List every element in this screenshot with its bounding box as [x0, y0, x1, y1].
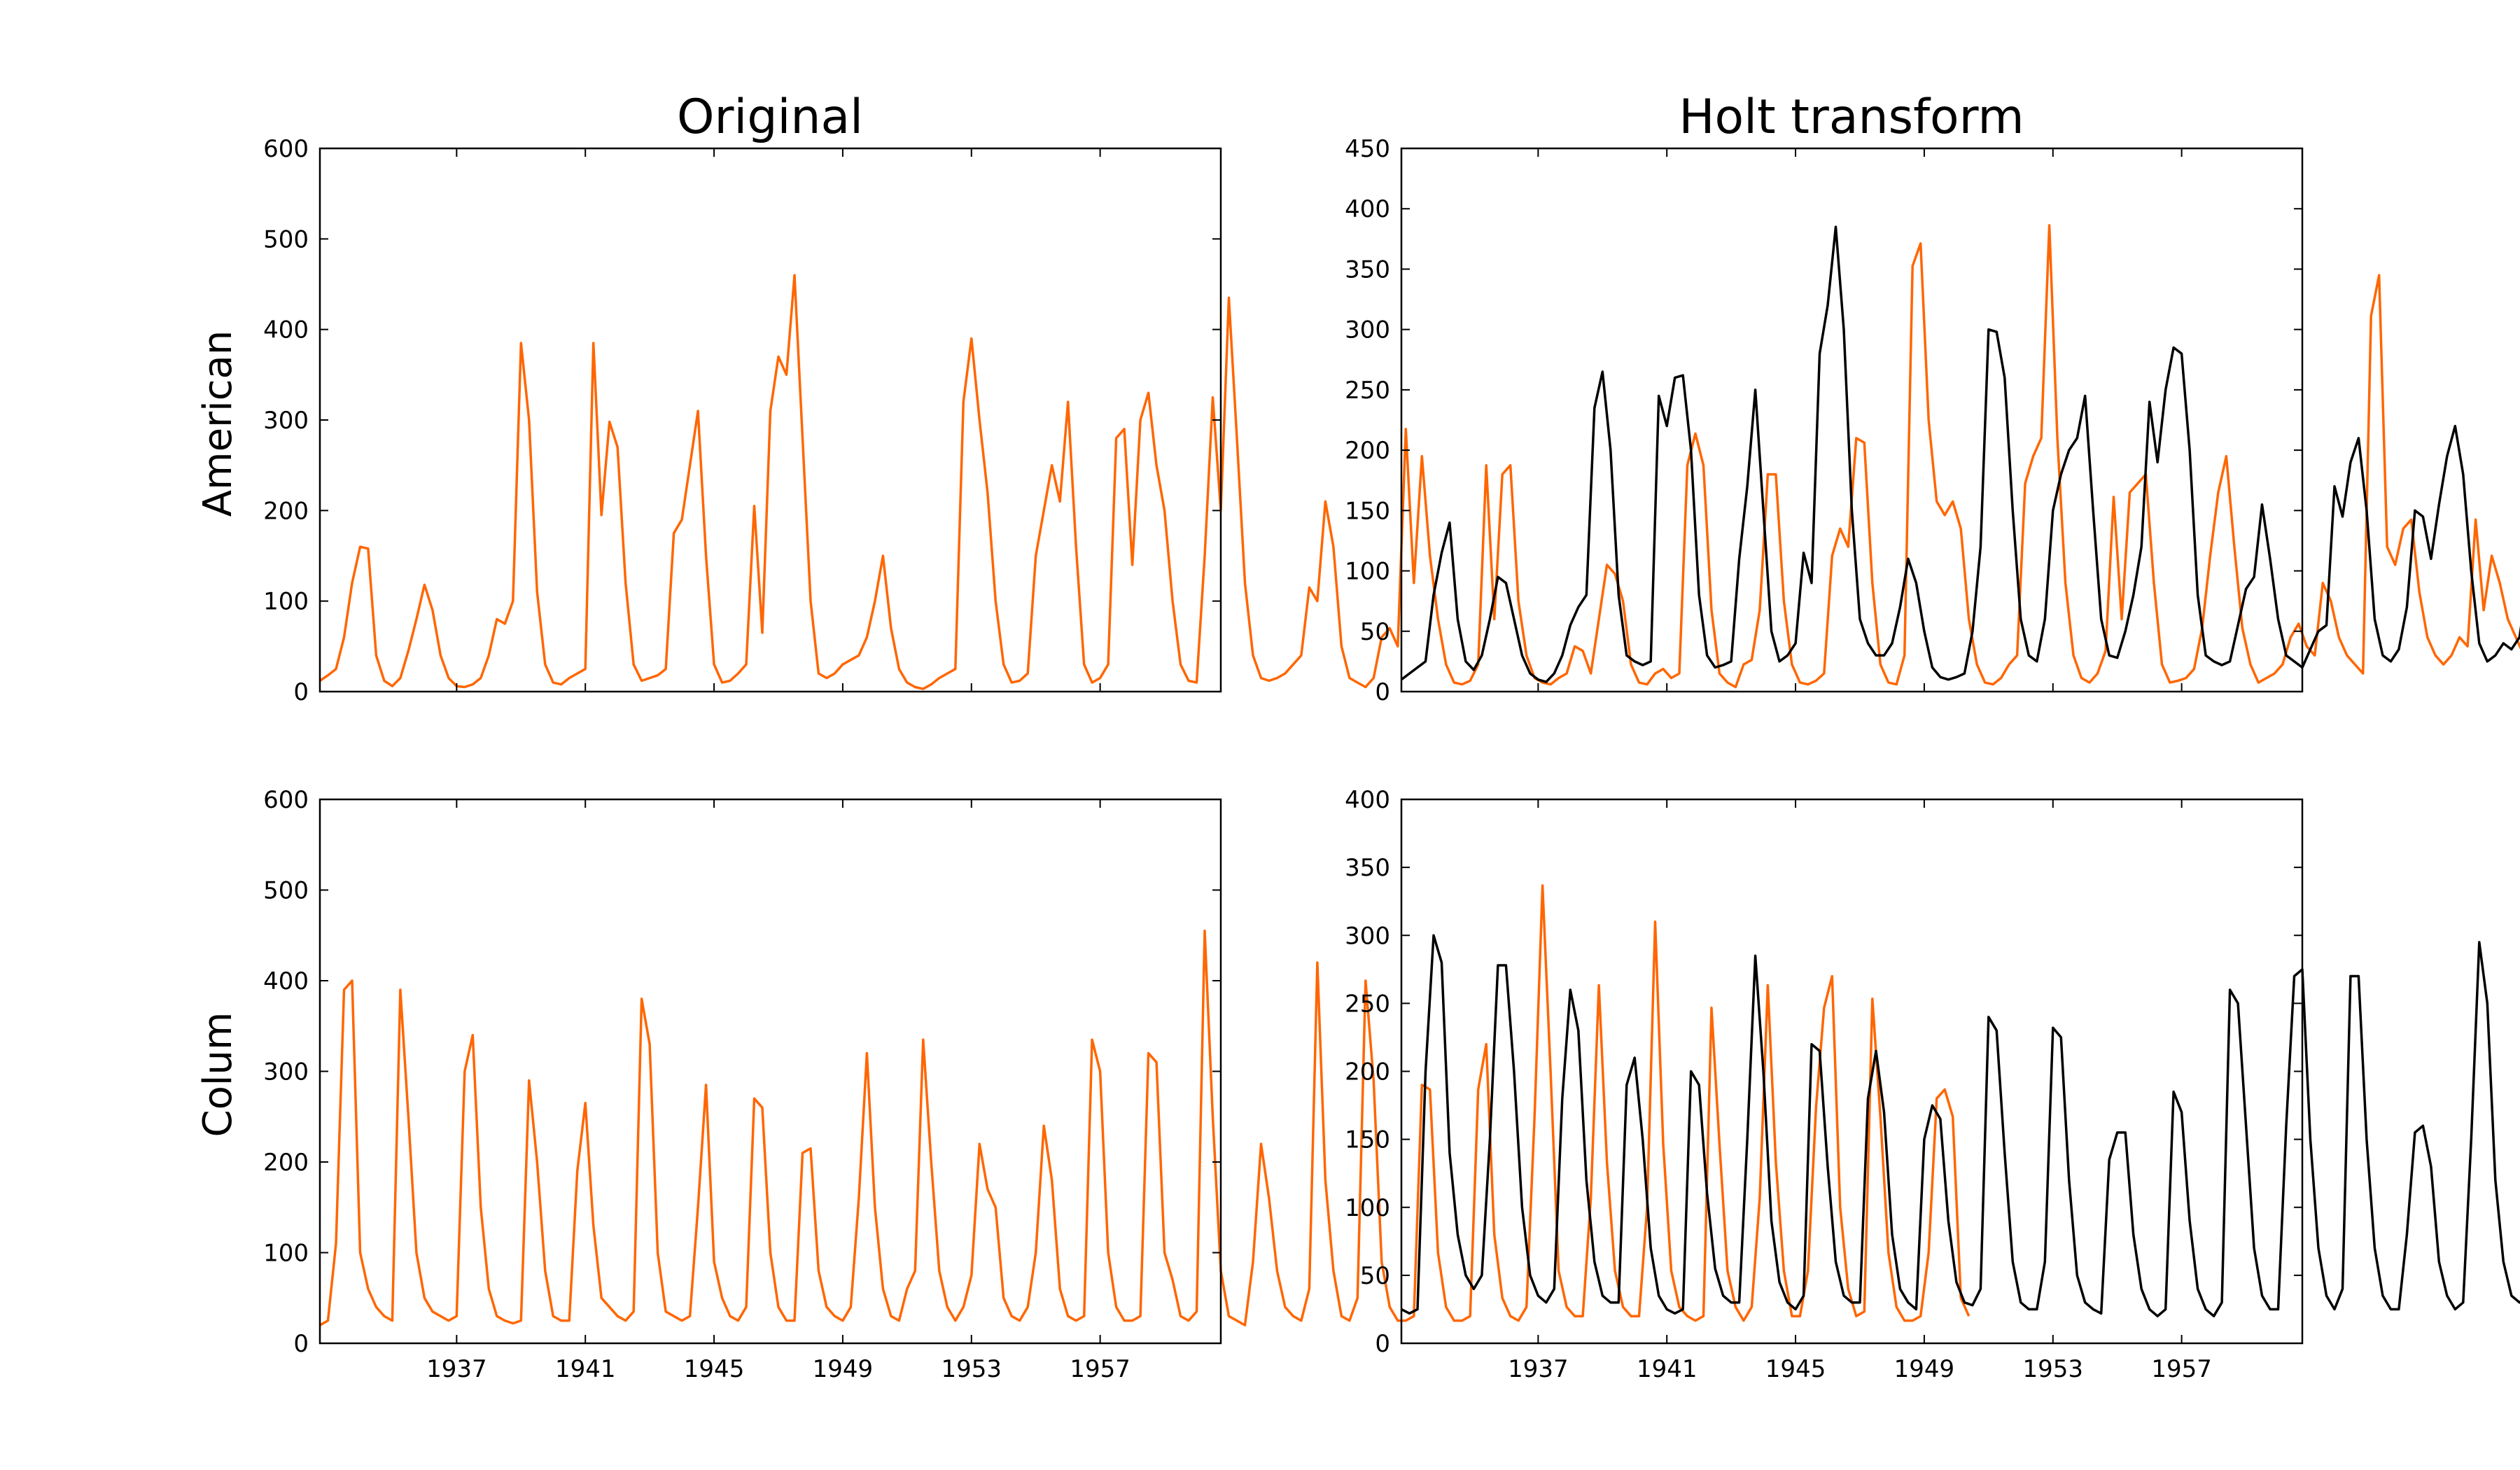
y-tick-label: 400 — [263, 967, 309, 995]
series-line — [1401, 847, 2520, 1316]
y-tick-label: 50 — [1360, 1262, 1390, 1290]
series-line — [1401, 197, 2520, 682]
y-tick-label: 50 — [1360, 618, 1390, 646]
x-tick-label: 1957 — [1070, 1355, 1130, 1383]
y-tick-label: 0 — [1375, 678, 1390, 706]
col-title-holt: Holt transform — [1679, 90, 2024, 145]
x-tick-label: 1949 — [1894, 1355, 1955, 1383]
col-title-original: Original — [677, 90, 863, 145]
y-tick-label: 100 — [1345, 1194, 1390, 1222]
y-tick-label: 0 — [293, 1330, 309, 1358]
y-tick-label: 200 — [263, 497, 309, 525]
x-tick-label: 1937 — [1508, 1355, 1569, 1383]
y-tick-label: 300 — [263, 407, 309, 435]
y-tick-label: 350 — [1345, 854, 1390, 882]
y-tick-label: 300 — [1345, 922, 1390, 950]
y-tick-label: 200 — [1345, 1058, 1390, 1086]
y-tick-label: 400 — [1345, 195, 1390, 223]
y-tick-label: 500 — [263, 877, 309, 905]
row-label-american: American — [195, 330, 241, 517]
y-tick-label: 250 — [1345, 990, 1390, 1018]
y-tick-label: 450 — [1345, 135, 1390, 163]
y-tick-label: 0 — [293, 678, 309, 706]
y-tick-label: 400 — [263, 316, 309, 344]
y-tick-label: 600 — [263, 786, 309, 814]
x-tick-label: 1949 — [813, 1355, 874, 1383]
y-tick-label: 150 — [1345, 1126, 1390, 1154]
x-tick-label: 1945 — [1765, 1355, 1826, 1383]
series-line — [320, 886, 1969, 1325]
x-tick-label: 1953 — [2023, 1355, 2084, 1383]
y-tick-label: 100 — [263, 588, 309, 616]
plot-frame — [1401, 148, 2302, 692]
y-tick-label: 350 — [1345, 255, 1390, 284]
y-tick-label: 400 — [1345, 786, 1390, 814]
y-tick-label: 250 — [1345, 377, 1390, 405]
y-tick-label: 200 — [1345, 437, 1390, 465]
y-tick-label: 100 — [1345, 558, 1390, 586]
panel-colum-holt: 0 50 100 150 200 250 300 350 400 1937 1941 1945 1949… — [1345, 786, 2520, 1383]
y-tick-label: 500 — [263, 225, 309, 253]
x-tick-label: 1945 — [684, 1355, 745, 1383]
y-tick-label: 150 — [1345, 497, 1390, 525]
y-tick-label: 600 — [263, 135, 309, 163]
y-tick-label: 200 — [263, 1149, 309, 1177]
x-tick-label: 1941 — [555, 1355, 616, 1383]
y-tick-label: 0 — [1375, 1330, 1390, 1358]
row-label-colum: Colum — [195, 1012, 241, 1138]
y-tick-label: 300 — [263, 1058, 309, 1086]
x-tick-label: 1937 — [426, 1355, 487, 1383]
y-tick-label: 100 — [263, 1240, 309, 1268]
x-tick-label: 1941 — [1637, 1355, 1698, 1383]
y-tick-label: 300 — [1345, 316, 1390, 344]
x-tick-label: 1953 — [941, 1355, 1002, 1383]
x-tick-label: 1957 — [2151, 1355, 2212, 1383]
